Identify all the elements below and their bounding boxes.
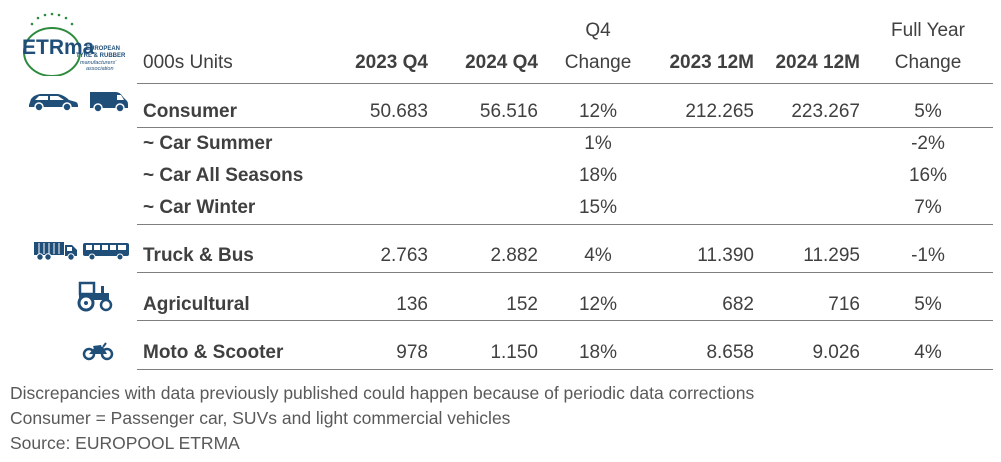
cell-2024-12m: 11.295 bbox=[803, 245, 860, 266]
cell-2023q4: 50.683 bbox=[369, 101, 428, 122]
footnote-source: Source: EUROPOOL ETRMA bbox=[10, 433, 240, 453]
tractor-icon bbox=[75, 280, 115, 317]
cell-2023q4: 2.763 bbox=[380, 245, 428, 266]
cell-2023-12m: 8.658 bbox=[706, 342, 754, 363]
svg-text:EUROPEAN: EUROPEAN bbox=[86, 46, 120, 52]
cell-fy-change: -1% bbox=[911, 245, 945, 266]
col-fy-change-header: Change bbox=[894, 52, 962, 73]
cell-q4-change: 12% bbox=[578, 101, 618, 122]
cell-2024q4: 56.516 bbox=[479, 101, 538, 122]
car-icon bbox=[26, 90, 80, 117]
cell-fy-change: 16% bbox=[908, 165, 948, 186]
cell-fy-change: 5% bbox=[914, 101, 942, 122]
row-divider bbox=[137, 320, 993, 321]
row-divider bbox=[137, 272, 993, 273]
cell-fy-change: -2% bbox=[911, 133, 945, 154]
row-label: ~ Car Summer bbox=[143, 133, 273, 154]
col-2023q4-header: 2023 Q4 bbox=[355, 52, 428, 73]
motorcycle-icon bbox=[82, 341, 114, 366]
cell-2024q4: 1.150 bbox=[490, 342, 538, 363]
cell-2024q4: 2.882 bbox=[490, 245, 538, 266]
cell-2023q4: 136 bbox=[396, 294, 428, 315]
cell-fy-change: 4% bbox=[914, 342, 942, 363]
col-2024-12m-header: 2024 12M bbox=[775, 52, 860, 73]
cell-2024q4: 152 bbox=[506, 294, 538, 315]
cell-2023-12m: 212.265 bbox=[685, 101, 754, 122]
van-icon bbox=[88, 89, 130, 118]
table-bottom-border bbox=[137, 369, 993, 370]
svg-text:TYRE & RUBBER: TYRE & RUBBER bbox=[76, 53, 126, 59]
cell-q4-change: 12% bbox=[578, 294, 618, 315]
row-divider bbox=[137, 224, 993, 225]
footnote-consumer-definition: Consumer = Passenger car, SUVs and light… bbox=[10, 408, 511, 428]
fy-group-header: Full Year bbox=[891, 20, 965, 41]
cell-q4-change: 15% bbox=[578, 197, 618, 218]
cell-2024-12m: 716 bbox=[828, 294, 860, 315]
bus-icon bbox=[82, 241, 130, 266]
col-2023-12m-header: 2023 12M bbox=[669, 52, 754, 73]
q4-group-header: Q4 bbox=[585, 20, 611, 41]
cell-q4-change: 1% bbox=[584, 133, 612, 154]
cell-2023q4: 978 bbox=[396, 342, 428, 363]
cell-fy-change: 7% bbox=[914, 197, 942, 218]
cell-q4-change: 4% bbox=[584, 245, 612, 266]
footnote-discrepancies: Discrepancies with data previously publi… bbox=[10, 383, 755, 403]
svg-text:association: association bbox=[86, 66, 114, 72]
col-q4-change-header: Change bbox=[564, 52, 632, 73]
cell-2023-12m: 11.390 bbox=[697, 245, 754, 266]
cell-fy-change: 5% bbox=[914, 294, 942, 315]
row-divider bbox=[137, 127, 993, 128]
units-header: 000s Units bbox=[143, 52, 233, 73]
etrma-logo: ETRma EUROPEAN TYRE & RUBBER manufacture… bbox=[14, 10, 130, 77]
header-divider bbox=[137, 83, 993, 84]
row-label: ~ Car Winter bbox=[143, 197, 256, 218]
logo-text: ETRma bbox=[22, 36, 95, 59]
truck-icon bbox=[33, 240, 79, 267]
row-label: Consumer bbox=[143, 101, 237, 122]
col-2024q4-header: 2024 Q4 bbox=[465, 52, 538, 73]
row-label: Moto & Scooter bbox=[143, 342, 284, 363]
cell-q4-change: 18% bbox=[578, 342, 618, 363]
cell-2024-12m: 223.267 bbox=[791, 101, 860, 122]
svg-text:manufacturers': manufacturers' bbox=[80, 60, 117, 66]
row-label: Agricultural bbox=[143, 294, 250, 315]
cell-2024-12m: 9.026 bbox=[812, 342, 860, 363]
row-label: ~ Car All Seasons bbox=[143, 165, 304, 186]
row-label: Truck & Bus bbox=[143, 245, 254, 266]
cell-2023-12m: 682 bbox=[722, 294, 754, 315]
cell-q4-change: 18% bbox=[578, 165, 618, 186]
